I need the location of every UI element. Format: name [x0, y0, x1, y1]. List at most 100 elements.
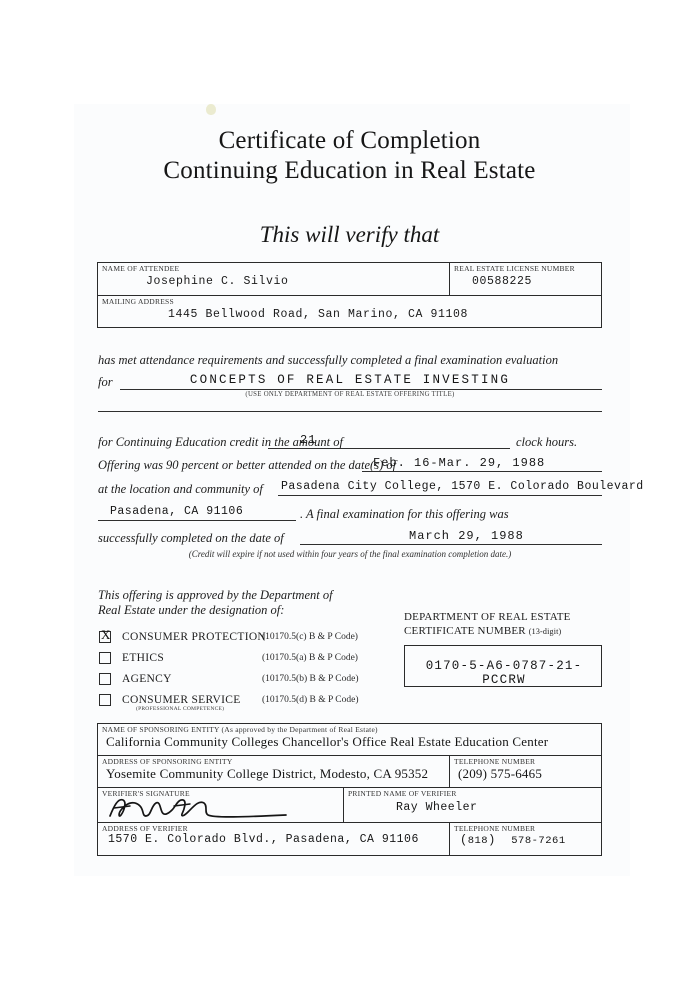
offering-line-prefix: Offering was 90 percent or better attend… — [98, 458, 397, 472]
verifier-telephone-value: (818) 578-7261 — [460, 833, 566, 847]
page-title: Certificate of Completion Continuing Edu… — [0, 126, 699, 186]
checkbox-ethics[interactable] — [99, 651, 111, 664]
attendee-name-value: Josephine C. Silvio — [146, 275, 289, 288]
dre-certificate-title: DEPARTMENT OF REAL ESTATE CERTIFICATE NU… — [404, 610, 571, 639]
designation-checklist: X CONSUMER PROTECTION (10170.5(c) B & P … — [99, 626, 359, 712]
designation-intro: This offering is approved by the Departm… — [98, 588, 333, 618]
attendee-name-label: NAME OF ATTENDEE — [102, 264, 180, 273]
attendee-name-row: NAME OF ATTENDEE Josephine C. Silvio REA… — [98, 263, 601, 296]
final-exam-text: . A final examination for this offering … — [300, 507, 509, 521]
sponsor-address-label: ADDRESS OF SPONSORING ENTITY — [102, 757, 233, 766]
completion-date-value: March 29, 1988 — [409, 529, 524, 543]
license-number-cell: REAL ESTATE LICENSE NUMBER 00588225 — [450, 263, 601, 295]
designation-option[interactable]: ETHICS (10170.5(a) B & P Code) — [99, 647, 359, 668]
attendance-statement: has met attendance requirements and succ… — [98, 353, 559, 367]
dre-title-digits: (13-digit) — [528, 627, 562, 636]
credit-hours-value: 21 — [300, 433, 317, 447]
sponsor-address-cell: ADDRESS OF SPONSORING ENTITY Yosemite Co… — [98, 756, 450, 787]
title-line-2: Continuing Education in Real Estate — [163, 157, 536, 184]
location-rule — [278, 495, 602, 496]
verifier-area-code: 818 — [467, 835, 489, 847]
checkbox-check-icon: X — [101, 626, 111, 642]
checkbox-agency[interactable] — [99, 672, 111, 685]
verifier-telephone-label: TELEPHONE NUMBER — [454, 824, 536, 833]
dre-certificate-number-box: 0170-5-A6-0787-21-PCCRW — [404, 645, 602, 687]
sponsor-box: NAME OF SPONSORING ENTITY (As approved b… — [97, 723, 602, 856]
verifier-signature-cell: VERIFIER'S SIGNATURE — [98, 788, 344, 822]
title-line-1: Certificate of Completion — [218, 127, 481, 154]
designation-option-label: AGENCY — [122, 672, 172, 685]
location-line-prefix: at the location and community of — [98, 482, 263, 496]
verifier-address-cell: ADDRESS OF VERIFIER 1570 E. Colorado Blv… — [98, 823, 450, 855]
course-title-rule — [120, 389, 602, 390]
credit-hours-rule — [268, 448, 510, 449]
designation-option-label: CONSUMER SERVICE (PROFESSIONAL COMPETENC… — [122, 693, 262, 712]
verifier-signature-row: VERIFIER'S SIGNATURE PRINTED NAME OF VER… — [98, 788, 601, 823]
checkbox-consumer-protection[interactable]: X — [99, 626, 111, 643]
attendee-address-row: MAILING ADDRESS 1445 Bellwood Road, San … — [98, 296, 601, 327]
mailing-address-value: 1445 Bellwood Road, San Marino, CA 91108 — [168, 308, 469, 321]
designation-option[interactable]: CONSUMER SERVICE (PROFESSIONAL COMPETENC… — [99, 689, 359, 712]
verifier-address-value: 1570 E. Colorado Blvd., Pasadena, CA 911… — [108, 833, 419, 846]
designation-option[interactable]: AGENCY (10170.5(b) B & P Code) — [99, 668, 359, 689]
scan-smudge — [206, 104, 216, 115]
verifier-printed-name-label: PRINTED NAME OF VERIFIER — [348, 789, 457, 798]
signature-mark — [109, 798, 287, 818]
verify-line: This will verify that — [259, 222, 440, 247]
location-value-2: Pasadena, CA 91106 — [110, 505, 244, 518]
credit-line-prefix: for Continuing Education credit in the a… — [98, 435, 344, 449]
license-number-label: REAL ESTATE LICENSE NUMBER — [454, 264, 575, 273]
designation-option-code: (10170.5(d) B & P Code) — [262, 694, 359, 705]
designation-option[interactable]: X CONSUMER PROTECTION (10170.5(c) B & P … — [99, 626, 359, 647]
mailing-address-cell: MAILING ADDRESS 1445 Bellwood Road, San … — [98, 296, 601, 327]
designation-option-code: (10170.5(a) B & P Code) — [262, 652, 358, 663]
attendee-name-cell: NAME OF ATTENDEE Josephine C. Silvio — [98, 263, 450, 295]
designation-option-label: ETHICS — [122, 651, 165, 664]
verifier-printed-name-value: Ray Wheeler — [396, 801, 478, 814]
completed-line-prefix: successfully completed on the date of — [98, 531, 284, 545]
offering-dates-rule — [362, 471, 602, 472]
designation-option-label-text: CONSUMER SERVICE — [122, 693, 241, 706]
attendee-box: NAME OF ATTENDEE Josephine C. Silvio REA… — [97, 262, 602, 328]
sponsor-address-row: ADDRESS OF SPONSORING ENTITY Yosemite Co… — [98, 756, 601, 788]
credit-line-suffix: clock hours. — [516, 435, 578, 449]
for-label: for — [98, 375, 113, 389]
designation-option-code: (10170.5(c) B & P Code) — [262, 631, 358, 642]
verifier-telephone-cell: TELEPHONE NUMBER (818) 578-7261 — [450, 823, 601, 855]
verifier-signature-label: VERIFIER'S SIGNATURE — [102, 789, 190, 798]
mailing-address-label: MAILING ADDRESS — [102, 297, 174, 306]
designation-intro-line-1: This offering is approved by the Departm… — [98, 588, 333, 602]
sponsor-entity-value: California Community Colleges Chancellor… — [106, 734, 549, 749]
designation-option-label: CONSUMER PROTECTION — [122, 630, 267, 643]
sponsor-entity-label: NAME OF SPONSORING ENTITY (As approved b… — [102, 725, 378, 734]
course-title-value: CONCEPTS OF REAL ESTATE INVESTING — [189, 373, 511, 387]
dre-certificate-number: 0170-5-A6-0787-21-PCCRW — [425, 659, 583, 687]
credit-expiry-note: (Credit will expire if not used within f… — [188, 549, 512, 559]
sponsor-telephone-cell: TELEPHONE NUMBER (209) 575-6465 — [450, 756, 601, 787]
dre-title-line-2-wrap: CERTIFICATE NUMBER (13-digit) — [404, 624, 571, 639]
sponsor-telephone-label: TELEPHONE NUMBER — [454, 757, 536, 766]
sponsor-entity-cell: NAME OF SPONSORING ENTITY (As approved b… — [98, 724, 601, 755]
location-rule-2 — [98, 520, 296, 521]
designation-option-sublabel: (PROFESSIONAL COMPETENCE) — [136, 705, 225, 712]
sponsor-telephone-value: (209) 575-6465 — [458, 766, 543, 781]
scan-area — [74, 104, 630, 876]
dre-title-line-1: DEPARTMENT OF REAL ESTATE — [404, 611, 571, 623]
verifier-printed-name-cell: PRINTED NAME OF VERIFIER Ray Wheeler — [344, 788, 601, 822]
verifier-address-row: ADDRESS OF VERIFIER 1570 E. Colorado Blv… — [98, 823, 601, 855]
sponsor-address-value: Yosemite Community College District, Mod… — [106, 766, 429, 781]
verifier-address-label: ADDRESS OF VERIFIER — [102, 824, 188, 833]
designation-intro-line-2: Real Estate under the designation of: — [98, 603, 285, 617]
location-value: Pasadena City College, 1570 E. Colorado … — [281, 480, 644, 493]
designation-option-code: (10170.5(b) B & P Code) — [262, 673, 359, 684]
verifier-phone-number: 578-7261 — [511, 835, 566, 847]
course-title-rule-2 — [98, 411, 602, 412]
sponsor-entity-row: NAME OF SPONSORING ENTITY (As approved b… — [98, 724, 601, 756]
dre-title-line-2: CERTIFICATE NUMBER — [404, 625, 526, 637]
checkbox-consumer-service[interactable] — [99, 693, 111, 706]
offering-dates-value: Feb. 16-Mar. 29, 1988 — [373, 456, 546, 470]
course-title-note: (USE ONLY DEPARTMENT OF REAL ESTATE OFFE… — [245, 391, 455, 398]
license-number-value: 00588225 — [472, 275, 533, 288]
completion-date-rule — [300, 544, 602, 545]
